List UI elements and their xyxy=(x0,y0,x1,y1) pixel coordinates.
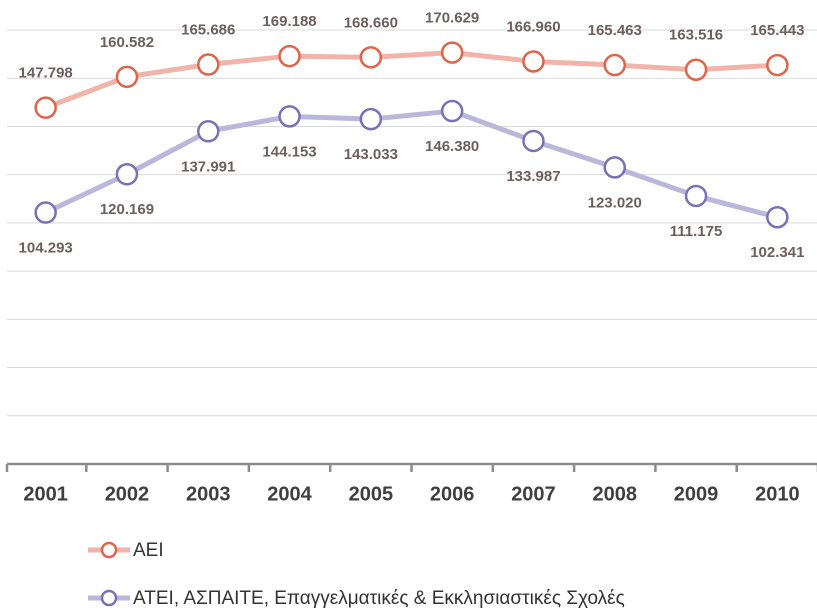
data-label: 168.660 xyxy=(344,14,398,31)
marker xyxy=(603,156,626,179)
x-tick-label: 2001 xyxy=(23,483,68,505)
series-line xyxy=(44,108,778,220)
series-line xyxy=(44,50,778,110)
x-tick-label: 2010 xyxy=(755,483,800,505)
data-label: 165.463 xyxy=(588,22,642,39)
x-tick-label: 2008 xyxy=(593,483,638,505)
data-label: 166.960 xyxy=(506,18,560,35)
marker xyxy=(34,96,57,119)
marker xyxy=(522,129,545,153)
data-label: 165.686 xyxy=(181,21,235,38)
data-label: 163.516 xyxy=(669,27,723,44)
data-label: 120.169 xyxy=(100,201,154,218)
marker xyxy=(115,65,139,89)
legend-marker xyxy=(100,589,118,607)
x-tick-label: 2004 xyxy=(267,483,312,505)
data-label: 133.987 xyxy=(506,168,560,185)
data-label: 102.341 xyxy=(750,244,804,261)
legend-marker xyxy=(100,541,118,559)
x-tick-label: 2005 xyxy=(349,483,394,505)
marker xyxy=(684,184,708,208)
data-label: 144.153 xyxy=(262,143,316,160)
data-label: 104.293 xyxy=(19,240,73,257)
x-tick-label: 2007 xyxy=(511,483,556,505)
data-label: 147.798 xyxy=(19,65,73,82)
marker xyxy=(278,105,301,128)
data-label: 170.629 xyxy=(425,10,479,27)
x-tick-label: 2009 xyxy=(674,483,719,505)
data-label: 160.582 xyxy=(100,34,154,51)
data-label: 137.991 xyxy=(181,158,235,175)
data-label: 169.188 xyxy=(262,13,316,30)
marker xyxy=(359,107,383,131)
marker xyxy=(115,163,139,186)
x-tick-label: 2002 xyxy=(105,483,150,505)
marker xyxy=(766,53,789,77)
marker xyxy=(766,205,789,229)
marker xyxy=(684,58,708,81)
marker xyxy=(522,50,545,73)
marker xyxy=(440,99,464,123)
data-label: 165.443 xyxy=(750,22,804,39)
marker xyxy=(440,41,464,64)
data-label: 123.020 xyxy=(588,194,642,211)
marker xyxy=(34,201,57,224)
marker xyxy=(359,46,383,69)
marker xyxy=(603,53,626,77)
marker xyxy=(278,44,301,68)
data-label: 146.380 xyxy=(425,138,479,155)
legend-label: ΑΕΙ xyxy=(133,540,164,561)
legend-label: ΑΤΕΙ, ΑΣΠΑΙΤΕ, Επαγγελματικές & Εκκλησια… xyxy=(133,588,625,609)
marker xyxy=(197,120,220,143)
marker xyxy=(197,53,220,76)
data-label: 143.033 xyxy=(344,146,398,163)
x-tick-label: 2006 xyxy=(430,483,475,505)
data-label: 111.175 xyxy=(670,223,723,240)
x-tick-label: 2003 xyxy=(186,483,231,505)
